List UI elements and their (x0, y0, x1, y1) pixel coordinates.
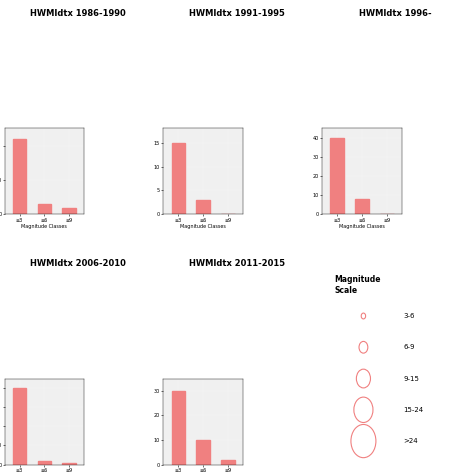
Text: 9-15: 9-15 (403, 375, 419, 382)
Text: >24: >24 (403, 438, 418, 444)
Title: HWMIdtx 1996-: HWMIdtx 1996- (359, 9, 432, 18)
Text: Magnitude
Scale: Magnitude Scale (334, 275, 381, 295)
Text: 3-6: 3-6 (403, 313, 415, 319)
Title: HWMIdtx 2006-2010: HWMIdtx 2006-2010 (30, 259, 126, 268)
Title: HWMIdtx 1991-1995: HWMIdtx 1991-1995 (189, 9, 285, 18)
Title: HWMIdtx 1986-1990: HWMIdtx 1986-1990 (30, 9, 126, 18)
Text: 15-24: 15-24 (403, 407, 423, 413)
Text: 6-9: 6-9 (403, 344, 415, 350)
Title: HWMIdtx 2011-2015: HWMIdtx 2011-2015 (189, 259, 285, 268)
